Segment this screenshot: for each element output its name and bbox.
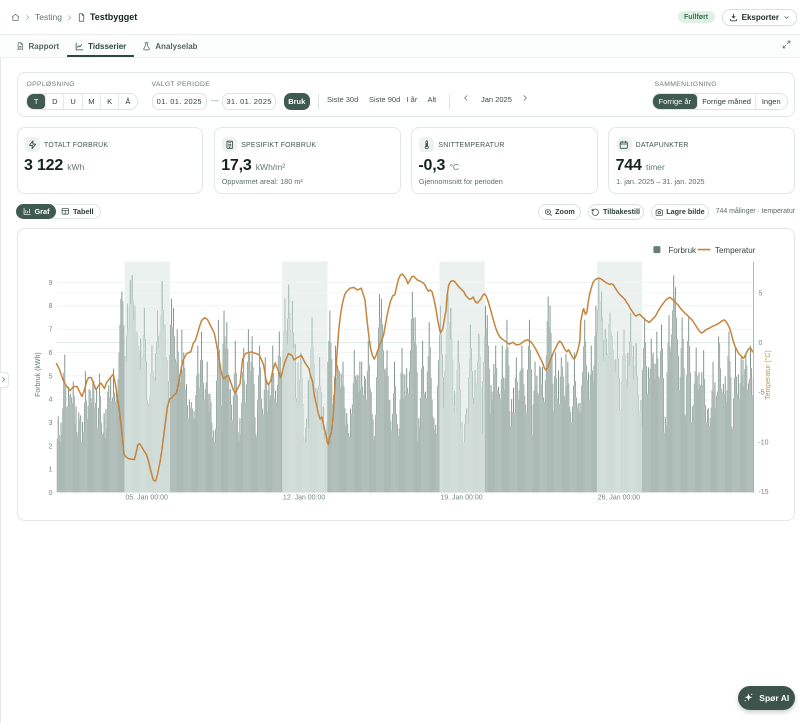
svg-text:6: 6 (48, 350, 52, 357)
svg-text:19. Jan 00:00: 19. Jan 00:00 (440, 494, 482, 501)
svg-text:05. Jan 00:00: 05. Jan 00:00 (125, 494, 167, 501)
svg-text:1: 1 (48, 467, 52, 474)
svg-text:26. Jan 00:00: 26. Jan 00:00 (597, 494, 639, 501)
svg-text:-5: -5 (758, 390, 764, 397)
svg-text:-10: -10 (758, 439, 768, 446)
svg-text:9: 9 (48, 280, 52, 287)
svg-text:Forbruk (kWh): Forbruk (kWh) (35, 352, 42, 397)
svg-text:2: 2 (48, 443, 52, 450)
svg-text:Temperatur (°C): Temperatur (°C) (763, 350, 771, 400)
svg-text:5: 5 (758, 290, 762, 297)
svg-text:0: 0 (48, 490, 52, 497)
svg-text:8: 8 (48, 303, 52, 310)
svg-text:3: 3 (48, 420, 52, 427)
svg-text:Temperatur: Temperatur (714, 246, 755, 255)
svg-text:12. Jan 00:00: 12. Jan 00:00 (282, 494, 324, 501)
svg-text:5: 5 (48, 373, 52, 380)
svg-text:Forbruk: Forbruk (668, 246, 696, 255)
svg-text:7: 7 (48, 327, 52, 334)
svg-text:4: 4 (48, 397, 52, 404)
svg-text:-15: -15 (758, 489, 768, 496)
svg-text:0: 0 (758, 340, 762, 347)
